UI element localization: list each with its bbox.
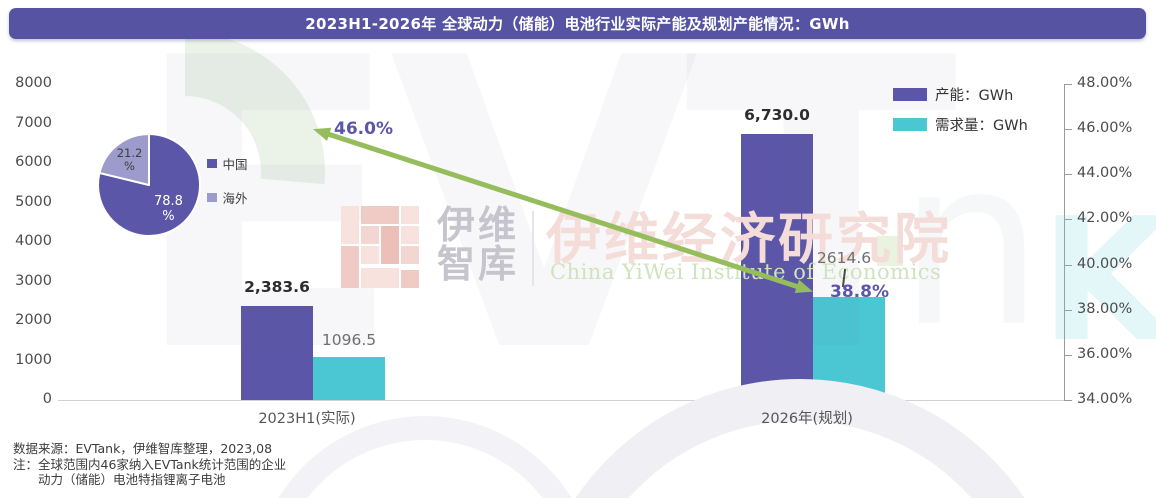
chart-title-bar: 2023H1-2026年 全球动力（储能）电池行业实际产能及规划产能情况：GWh (9, 8, 1146, 39)
right-y-axis-tick (1064, 84, 1072, 85)
right-y-axis-tick-label: 42.00% (1077, 210, 1133, 227)
pie-legend-label: 中国 (222, 157, 248, 172)
right-y-axis-tick (1064, 264, 1072, 266)
legend-label: 需求量：GWh (935, 118, 1028, 134)
x-axis-category-label: 2023H1(实际) (258, 411, 356, 427)
right-y-axis-tick-label: 36.00% (1077, 345, 1133, 362)
note-line-1: 注：全球范围内46家纳入EVTank统计范围的企业 (13, 456, 287, 472)
pie-slice-1 (98, 133, 150, 186)
right-y-axis-tick-label: 48.00% (1077, 75, 1133, 91)
pie-legend: 中国 海外 (207, 154, 248, 207)
left-y-axis-tick-label: 8000 (15, 75, 52, 91)
legend-swatch (893, 118, 927, 131)
left-y-axis-tick-label: 4000 (15, 233, 52, 249)
bar-demand-0 (313, 356, 385, 400)
trend-point-label: 46.0% (334, 119, 393, 140)
bar-value-label: 2614.6 (816, 248, 872, 267)
note-line-2: 动力（储能）电池特指锂离子电池 (38, 472, 226, 487)
pie-legend-label: 海外 (222, 191, 248, 206)
legend-item: 需求量：GWh (893, 114, 1028, 135)
bar-value-label: 2,383.6 (244, 277, 310, 296)
right-y-axis-tick (1064, 309, 1072, 311)
left-y-axis-tick-label: 5000 (15, 193, 52, 210)
right-y-axis-tick-label: 34.00% (1077, 391, 1133, 407)
right-y-axis-tick (1064, 174, 1072, 176)
left-y-axis-tick-label: 3000 (15, 272, 52, 289)
chart-legend: 产能：GWh 需求量：GWh (893, 84, 1028, 135)
right-y-axis-line (1064, 84, 1065, 400)
right-y-axis-tick-label: 38.00% (1077, 300, 1133, 317)
left-y-axis-tick-label: 2000 (15, 312, 52, 328)
footnotes: 数据来源：EVTank，伊维智库整理，2023,08 注：全球范围内46家纳入E… (13, 441, 286, 488)
x-axis-line (58, 400, 1065, 401)
pie-slice-0 (97, 133, 201, 237)
left-y-axis-tick-label: 6000 (15, 154, 52, 170)
pie-slice-label: 21.2 % (116, 146, 143, 174)
trend-arrowhead-start (313, 127, 332, 142)
legend-label: 产能：GWh (935, 88, 1014, 104)
left-y-axis-tick-label: 0 (42, 391, 52, 407)
pie-legend-swatch (207, 192, 217, 203)
bar-demand-1 (813, 296, 885, 400)
pie-slice-label: 78.8 % (153, 193, 183, 224)
x-axis-category-label: 2026年(规划) (761, 411, 853, 427)
right-y-axis-tick (1064, 354, 1072, 356)
source-note: 数据来源：EVTank，伊维智库整理，2023,08 (13, 441, 273, 456)
right-y-axis-tick (1064, 400, 1072, 401)
right-y-axis-tick (1064, 129, 1072, 131)
pie-legend-swatch (207, 158, 217, 169)
trend-line (323, 130, 803, 291)
left-y-axis-tick-label: 1000 (15, 351, 52, 368)
right-y-axis-tick-label: 44.00% (1077, 165, 1133, 182)
legend-swatch (893, 88, 927, 101)
chart-title: 2023H1-2026年 全球动力（储能）电池行业实际产能及规划产能情况：GWh (305, 15, 850, 33)
pie-chart-svg (97, 133, 201, 237)
legend-item: 产能：GWh (893, 84, 1028, 105)
left-y-axis-tick-label: 7000 (15, 114, 52, 131)
right-y-axis-tick-label: 40.00% (1077, 255, 1133, 272)
bar-capacity-0 (241, 305, 313, 400)
right-y-axis-tick (1064, 219, 1072, 221)
pie-legend-item: 海外 (207, 188, 248, 207)
trend-point-label: 38.8% (830, 281, 889, 302)
right-y-axis-tick-label: 46.00% (1077, 120, 1133, 137)
bar-capacity-1 (741, 134, 813, 400)
pie-legend-item: 中国 (207, 154, 248, 173)
bar-value-label: 6,730.0 (744, 106, 810, 125)
bar-value-label: 1096.5 (321, 330, 377, 349)
